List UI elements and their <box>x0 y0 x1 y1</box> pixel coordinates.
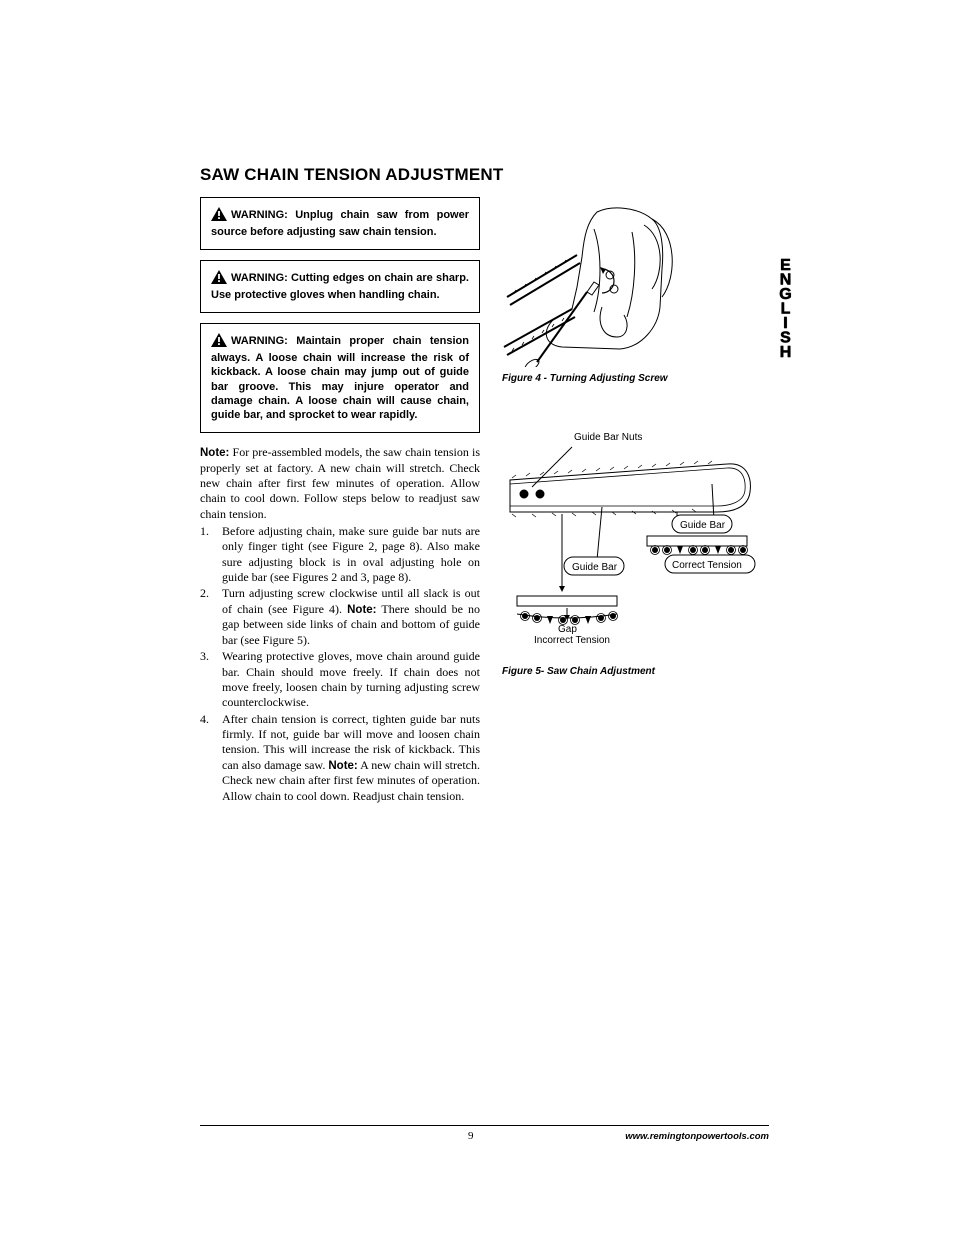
fig5-label-correct: Correct Tension <box>672 560 742 571</box>
page-number: 9 <box>468 1130 474 1142</box>
step-4-note: Note: <box>328 760 357 772</box>
footer-url: www.remingtonpowertools.com <box>625 1131 769 1142</box>
content-columns: WARNING: Unplug chain saw from power sou… <box>200 197 769 804</box>
warning-box-3: WARNING: Maintain proper chain tension a… <box>200 323 480 432</box>
warning-triangle-icon <box>211 207 227 225</box>
figure-5-caption: Figure 5- Saw Chain Adjustment <box>502 666 760 677</box>
steps-list: Before adjusting chain, make sure guide … <box>200 524 480 804</box>
left-column: WARNING: Unplug chain saw from power sou… <box>200 197 480 804</box>
warning-triangle-icon <box>211 270 227 288</box>
page-heading: SAW CHAIN TENSION ADJUSTMENT <box>200 165 769 185</box>
step-2: Turn adjusting screw clockwise until all… <box>200 586 480 648</box>
step-3-text: Wearing protective gloves, move chain ar… <box>222 649 480 709</box>
warning-box-1: WARNING: Unplug chain saw from power sou… <box>200 197 480 250</box>
language-tab: ENGLISH <box>776 257 794 359</box>
fig5-label-gap: Gap <box>558 624 577 635</box>
figure-4-caption: Figure 4 - Turning Adjusting Screw <box>502 373 760 384</box>
figure-4: Figure 4 - Turning Adjusting Screw <box>502 197 760 384</box>
footer-rule <box>200 1125 769 1126</box>
page-footer: 9 www.remingtonpowertools.com <box>200 1125 769 1142</box>
figure-5-illustration: Guide Bar Nuts Guide Bar Guide Bar Corre… <box>502 412 760 652</box>
warning-text-2: WARNING: Cutting edges on chain are shar… <box>211 272 469 301</box>
step-1: Before adjusting chain, make sure guide … <box>200 524 480 585</box>
fig5-label-bar-right: Guide Bar <box>680 520 726 531</box>
note-lead: Note: <box>200 447 229 459</box>
note-body: For pre-assembled models, the saw chain … <box>200 445 480 521</box>
step-1-text: Before adjusting chain, make sure guide … <box>222 524 480 584</box>
fig5-label-bar-left: Guide Bar <box>572 562 618 573</box>
warning-triangle-icon <box>211 333 227 351</box>
right-column: Figure 4 - Turning Adjusting Screw <box>502 197 760 804</box>
warning-text-1: WARNING: Unplug chain saw from power sou… <box>211 209 469 238</box>
figure-4-illustration <box>502 197 732 367</box>
step-4: After chain tension is correct, tighten … <box>200 712 480 805</box>
note-paragraph: Note: For pre-assembled models, the saw … <box>200 445 480 522</box>
warning-box-2: WARNING: Cutting edges on chain are shar… <box>200 260 480 313</box>
step-2-note: Note: <box>347 604 376 616</box>
fig5-label-nuts: Guide Bar Nuts <box>574 432 642 443</box>
fig5-label-incorrect: Incorrect Tension <box>534 635 610 646</box>
warning-text-3: WARNING: Maintain proper chain tension a… <box>211 335 469 420</box>
step-3: Wearing protective gloves, move chain ar… <box>200 649 480 710</box>
figure-5: Guide Bar Nuts Guide Bar Guide Bar Corre… <box>502 412 760 677</box>
